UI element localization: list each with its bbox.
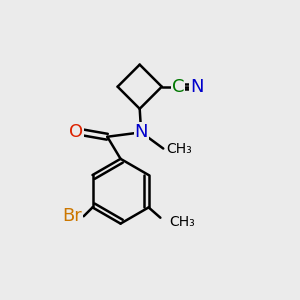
Text: N: N bbox=[190, 78, 204, 96]
Text: Br: Br bbox=[62, 207, 82, 225]
Text: N: N bbox=[134, 123, 148, 141]
Text: O: O bbox=[69, 123, 83, 141]
Text: C: C bbox=[172, 78, 184, 96]
Text: CH₃: CH₃ bbox=[169, 215, 195, 229]
Text: CH₃: CH₃ bbox=[166, 142, 192, 155]
